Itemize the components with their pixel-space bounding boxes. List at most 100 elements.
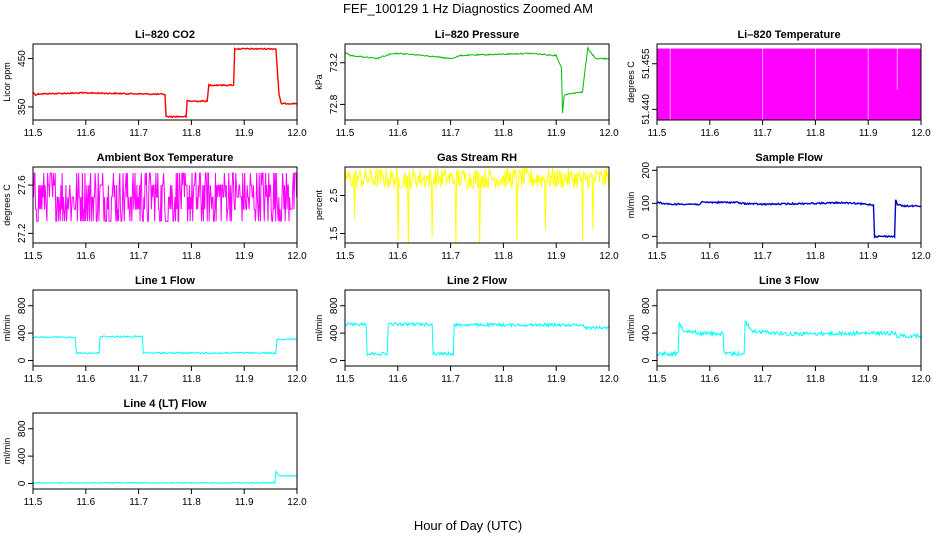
x-tick-label: 11.8	[182, 128, 201, 139]
y-tick-label: 51.455	[641, 48, 652, 79]
line2-series	[345, 321, 609, 357]
plot-frame	[656, 43, 922, 121]
x-axis: 11.5 11.6 11.7 11.8 11.9 12.0	[336, 120, 619, 139]
x-tick-label: 11.7	[441, 374, 460, 385]
y-tick-label: 800	[329, 297, 340, 314]
x-tick-label: 11.8	[182, 497, 201, 508]
y-tick-label: 100	[641, 195, 652, 212]
y-axis-label: ml/min	[2, 438, 12, 465]
panel-title: Li–820 Pressure	[435, 29, 519, 41]
y-tick-label: 2.5	[329, 188, 340, 202]
x-axis: 11.5 11.6 11.7 11.8 11.9 12.0	[648, 366, 931, 385]
x-tick-label: 11.7	[441, 251, 460, 262]
plot-frame	[656, 289, 922, 367]
plot-frame	[32, 166, 298, 244]
y-tick-label: 400	[17, 324, 28, 341]
panel-title: Ambient Box Temperature	[97, 152, 234, 164]
y-axis-label: Licor ppm	[2, 62, 12, 102]
y-axis-label: ml/min	[626, 315, 636, 342]
y-tick-label: 51.440	[641, 94, 652, 125]
x-axis: 11.5 11.6 11.7 11.8 11.9 12.0	[648, 243, 931, 262]
x-tick-label: 11.7	[753, 128, 772, 139]
panel-sample-flow: Sample Flow 11.5 11.6 11.7 11.8 11.9 12.0 0 100 2…	[626, 152, 931, 262]
x-tick-label: 11.7	[753, 374, 772, 385]
figure-x-axis-label: Hour of Day (UTC)	[413, 518, 523, 533]
panel-title: Li–820 Temperature	[737, 29, 840, 41]
y-axis: 0 400 800	[17, 420, 33, 486]
sample-flow-series	[657, 199, 921, 239]
x-tick-label: 12.0	[287, 128, 307, 139]
y-axis-label: kPa	[314, 74, 324, 90]
x-tick-label: 11.9	[547, 251, 566, 262]
y-axis-label: percent	[314, 189, 324, 220]
x-tick-label: 11.9	[235, 128, 254, 139]
panel-temperature: Li–820 Temperature 11.5 11.6 11.7 11.8 11.9 12…	[626, 29, 931, 139]
y-tick-label: 0	[329, 357, 340, 363]
line2-line	[345, 321, 609, 357]
x-tick-label: 12.0	[599, 128, 619, 139]
y-axis-label: ml/min	[314, 315, 324, 342]
panel-title: Gas Stream RH	[437, 152, 517, 164]
x-tick-label: 11.8	[494, 251, 513, 262]
x-axis: 11.5 11.6 11.7 11.8 11.9 12.0	[24, 120, 307, 139]
line3-series	[657, 320, 921, 358]
y-tick-label: 0	[641, 233, 652, 239]
y-tick-label: 400	[17, 447, 28, 464]
panel-rh: Gas Stream RH 11.5 11.6 11.7 11.8 11.9 12.0 1.5…	[314, 152, 619, 262]
x-tick-label: 11.7	[129, 374, 148, 385]
x-tick-label: 11.6	[700, 374, 719, 385]
x-tick-label: 11.7	[441, 128, 460, 139]
y-axis-label: ml/min	[626, 192, 636, 219]
x-tick-label: 11.6	[700, 251, 719, 262]
x-tick-label: 12.0	[599, 251, 619, 262]
panel-title: Line 3 Flow	[759, 275, 819, 287]
plot-frame	[344, 43, 610, 121]
x-tick-label: 11.9	[235, 497, 254, 508]
x-tick-label: 11.8	[494, 128, 513, 139]
x-tick-label: 11.7	[129, 128, 148, 139]
rh-series	[345, 167, 609, 243]
panel-co2: Li–820 CO2 11.5 11.6 11.7 11.8 11.9 12.0 350 450…	[2, 29, 307, 139]
panel-pressure: Li–820 Pressure 11.5 11.6 11.7 11.8 11.9 12.0 7…	[314, 29, 619, 139]
pressure-line	[345, 45, 609, 113]
x-tick-label: 11.5	[648, 374, 667, 385]
y-axis-label: degrees C	[626, 61, 636, 103]
x-tick-label: 11.6	[76, 251, 95, 262]
temperature-series	[657, 48, 921, 120]
line4-line	[33, 470, 297, 485]
x-tick-label: 11.8	[806, 374, 825, 385]
plot-frame	[32, 289, 298, 367]
y-axis: 51.440 51.455	[641, 48, 657, 125]
y-axis: 350 450	[17, 50, 33, 115]
x-tick-label: 11.8	[806, 251, 825, 262]
x-tick-label: 11.8	[494, 374, 513, 385]
x-tick-label: 11.7	[753, 251, 772, 262]
x-tick-label: 11.5	[24, 497, 43, 508]
line3-line	[657, 320, 921, 358]
panel-title: Li–820 CO2	[135, 29, 195, 41]
x-tick-label: 12.0	[911, 251, 931, 262]
x-tick-label: 11.8	[182, 374, 201, 385]
x-tick-label: 11.6	[76, 374, 95, 385]
x-tick-label: 12.0	[287, 497, 307, 508]
x-tick-label: 11.6	[388, 251, 407, 262]
x-tick-label: 11.5	[648, 128, 667, 139]
panel-line2: Line 2 Flow 11.5 11.6 11.7 11.8 11.9 12.0 0 400 8…	[314, 275, 619, 385]
panel-title: Line 2 Flow	[447, 275, 507, 287]
y-axis-label: degrees C	[2, 184, 12, 226]
x-tick-label: 11.8	[806, 128, 825, 139]
x-tick-label: 11.5	[24, 251, 43, 262]
x-axis: 11.5 11.6 11.7 11.8 11.9 12.0	[336, 366, 619, 385]
panel-title: Line 1 Flow	[135, 275, 195, 287]
box-temp-series	[33, 172, 297, 222]
x-tick-label: 12.0	[911, 374, 931, 385]
y-tick-label: 450	[17, 50, 28, 67]
y-tick-label: 400	[329, 324, 340, 341]
y-tick-label: 800	[641, 297, 652, 314]
x-axis: 11.5 11.6 11.7 11.8 11.9 12.0	[648, 120, 931, 139]
panel-title: Line 4 (LT) Flow	[124, 398, 207, 410]
y-tick-label: 800	[17, 297, 28, 314]
x-tick-label: 12.0	[287, 374, 307, 385]
x-tick-label: 11.9	[859, 251, 878, 262]
